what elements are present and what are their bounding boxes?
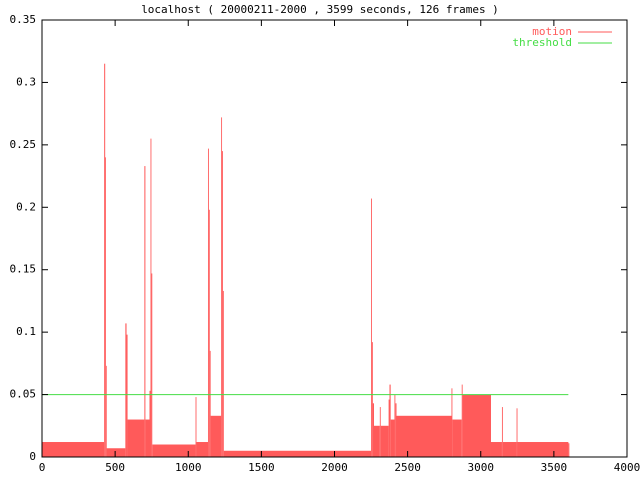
x-tick-label: 500 xyxy=(105,461,125,474)
motion-bar xyxy=(208,209,210,457)
motion-bar xyxy=(452,419,462,457)
motion-bar xyxy=(151,273,153,457)
y-tick-label: 0.25 xyxy=(10,138,37,151)
motion-bar xyxy=(390,419,395,457)
motion-bar xyxy=(127,419,145,457)
motion-bar xyxy=(396,415,452,457)
motion-bar xyxy=(516,408,518,457)
y-tick-label: 0.3 xyxy=(16,75,36,88)
motion-bar xyxy=(125,323,127,457)
motion-bar xyxy=(462,394,491,457)
motion-bar xyxy=(222,151,223,457)
y-tick-label: 0.35 xyxy=(10,13,37,26)
motion-bar xyxy=(394,394,396,457)
y-tick-label: 0 xyxy=(29,450,36,463)
plot-frame xyxy=(41,19,628,458)
motion-bar xyxy=(371,342,373,457)
motion-bar xyxy=(210,415,222,457)
motion-bar xyxy=(502,442,517,457)
x-tick-label: 2000 xyxy=(321,461,348,474)
y-tick-label: 0.05 xyxy=(10,388,37,401)
motion-bar xyxy=(144,166,146,457)
motion-bar xyxy=(373,425,380,457)
motion-bar xyxy=(451,388,453,457)
y-tick-label: 0.2 xyxy=(16,200,36,213)
x-tick-label: 3000 xyxy=(468,461,495,474)
motion-bar xyxy=(380,425,389,457)
motion-bar xyxy=(149,390,151,457)
motion-bar xyxy=(395,403,397,457)
motion-bar xyxy=(195,397,197,457)
motion-bar xyxy=(152,444,196,457)
x-tick-label: 0 xyxy=(39,461,46,474)
motion-bar xyxy=(209,350,211,457)
x-tick-label: 2500 xyxy=(394,461,421,474)
motion-bar xyxy=(104,63,106,457)
motion-bar xyxy=(490,442,502,457)
y-tick-label: 0.15 xyxy=(10,263,37,276)
motion-bar xyxy=(501,407,503,457)
motion-bar xyxy=(461,384,463,457)
motion-bar xyxy=(126,334,128,457)
motion-bar xyxy=(196,442,208,457)
motion-bar xyxy=(568,443,570,457)
motion-bar xyxy=(221,117,223,457)
x-tick-label: 4000 xyxy=(614,461,640,474)
motion-bar xyxy=(223,450,372,457)
x-tick-label: 1000 xyxy=(175,461,202,474)
motion-bar xyxy=(388,399,390,457)
motion-bar xyxy=(371,198,372,457)
motion-bar xyxy=(517,442,569,457)
y-tick-label: 0.1 xyxy=(16,325,36,338)
x-tick-label: 1500 xyxy=(248,461,275,474)
legend-label: motion xyxy=(532,25,572,38)
motion-bar xyxy=(389,384,391,457)
motion-bar xyxy=(150,138,152,457)
motion-bar xyxy=(106,448,126,457)
motion-bar xyxy=(372,403,374,457)
motion-bar xyxy=(222,290,224,457)
motion-bar xyxy=(379,407,381,457)
x-tick-label: 3500 xyxy=(541,461,568,474)
motion-bar xyxy=(207,148,209,458)
motion-bar xyxy=(42,442,105,457)
legend-label: threshold xyxy=(512,36,572,49)
motion-bar xyxy=(105,157,106,458)
motion-bar xyxy=(105,365,107,457)
motion-bar xyxy=(145,419,150,457)
chart-title: localhost ( 20000211-2000 , 3599 seconds… xyxy=(141,3,499,16)
